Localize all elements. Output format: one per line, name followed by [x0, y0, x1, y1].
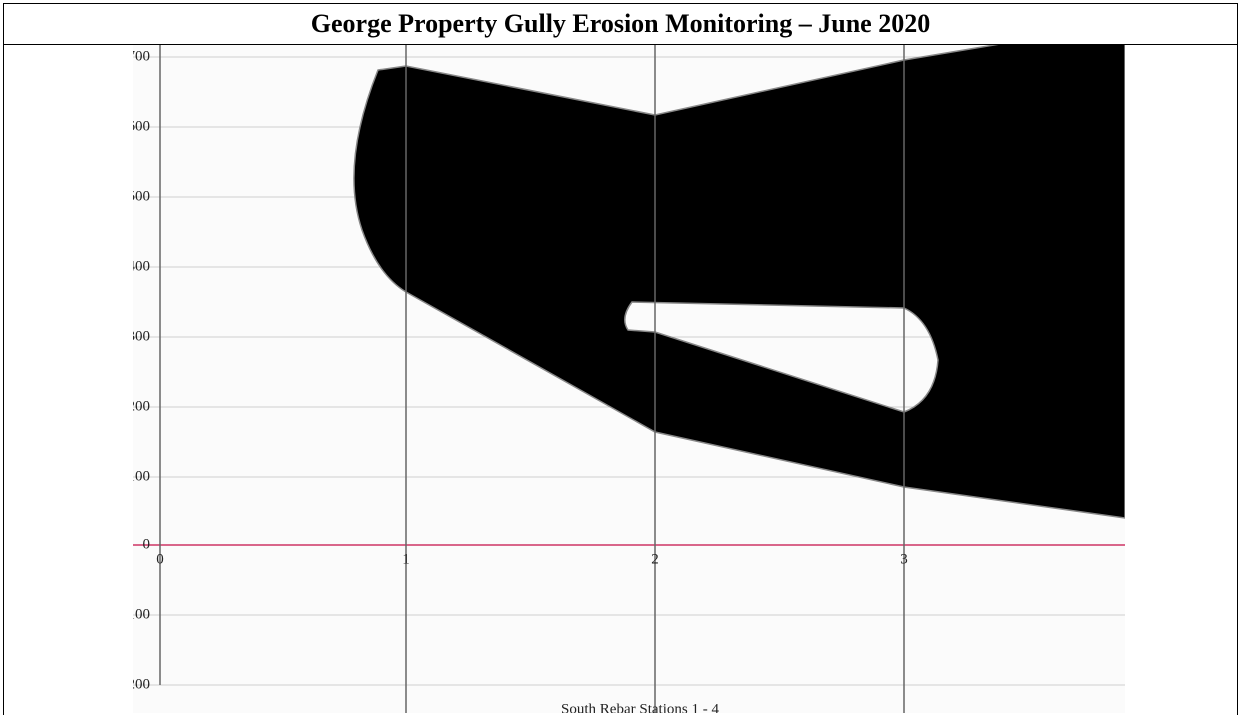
y-label: 200	[128, 398, 151, 414]
x-label: 3	[900, 551, 908, 567]
x-label: 0	[156, 551, 164, 567]
x-axis-title: South Rebar Stations 1 - 4	[561, 701, 719, 713]
table-title: George Property Gully Erosion Monitoring…	[4, 4, 1237, 45]
y-label: -100	[123, 606, 151, 622]
x-label: 2	[651, 551, 659, 567]
y-label: 100	[128, 468, 151, 484]
y-label: -200	[123, 676, 151, 692]
table-frame: George Property Gully Erosion Monitoring…	[3, 3, 1238, 715]
y-label: 300	[128, 328, 151, 344]
y-label: 400	[128, 258, 151, 274]
figure-image: 700 600 500 400 300 200 100 0 -100 -200 0 1 2 3 South …	[123, 45, 1125, 713]
y-label: 600	[128, 118, 151, 134]
y-label: 500	[128, 188, 151, 204]
y-label: 700	[128, 48, 151, 64]
y-label: 0	[143, 536, 151, 552]
x-label: 1	[402, 551, 410, 567]
station-lines	[159, 45, 905, 713]
